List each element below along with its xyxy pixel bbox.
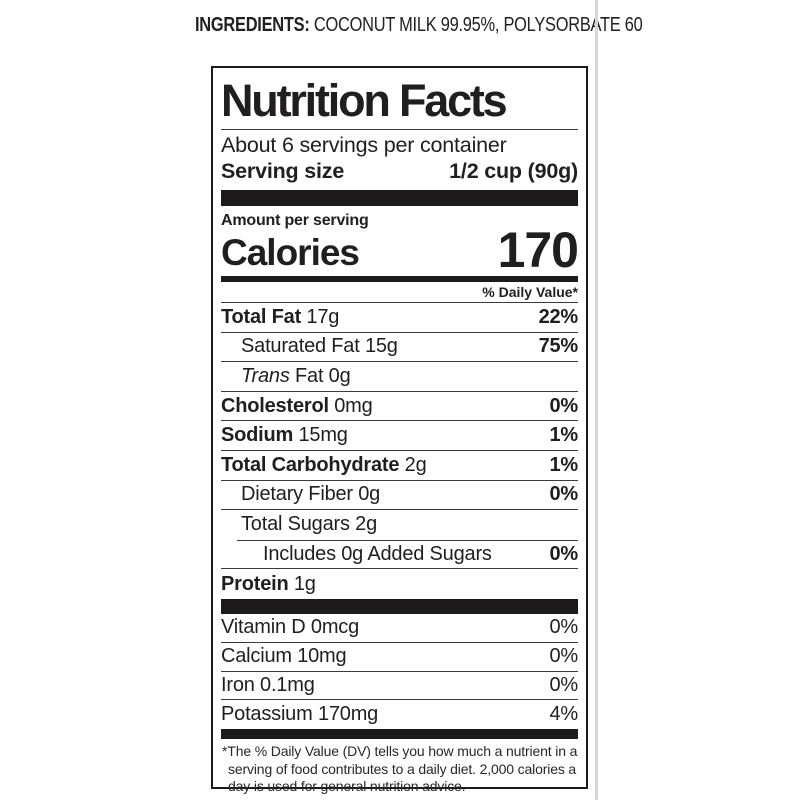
calories-label: Calories xyxy=(221,232,360,273)
serving-size-row: Serving size 1/2 cup (90g) xyxy=(221,158,578,184)
amount-per-serving-label: Amount per serving xyxy=(221,212,369,229)
nutrient-name: Saturated Fat xyxy=(241,335,360,358)
vitamin-amount: 0mcg xyxy=(310,616,359,639)
page-divider-line xyxy=(595,0,598,800)
nutrient-amount: 1g xyxy=(293,572,316,595)
vitamin-dv: 4% xyxy=(549,703,578,726)
vitamin-amount: 170mg xyxy=(317,703,379,726)
calories-row: Calories 170 xyxy=(221,222,579,278)
ingredients-label: INGREDIENTS: xyxy=(195,14,310,36)
nutrient-dv: 22% xyxy=(538,305,579,328)
nutrient-amount: 0g xyxy=(358,483,381,506)
nutrient-row-total-fat: Total Fat 17g 22% xyxy=(221,303,578,333)
nutrient-dv: 1% xyxy=(549,424,578,447)
nutrition-facts-panel: Nutrition Facts About 6 servings per con… xyxy=(211,66,588,794)
nutrient-row-sodium: Sodium 15mg 1% xyxy=(221,421,578,451)
vitamin-amount: 10mg xyxy=(297,645,347,668)
medium-separator-bar xyxy=(221,729,578,740)
nutrient-name: Cholesterol xyxy=(221,394,329,417)
nutrient-amount: 15g xyxy=(364,335,398,358)
vitamin-dv: 0% xyxy=(549,616,578,639)
nutrient-name: Fat xyxy=(295,364,324,387)
nutrient-name: Includes 0g Added Sugars xyxy=(263,542,492,565)
vitamin-amount: 0.1mg xyxy=(260,673,315,696)
vitamin-name: Potassium xyxy=(221,703,313,726)
thick-separator-bar xyxy=(221,598,578,614)
vitamin-row-iron: Iron 0.1mg 0% xyxy=(221,672,578,701)
vitamin-name: Iron xyxy=(221,673,255,696)
calories-value: 170 xyxy=(497,222,579,278)
servings-per-container: About 6 servings per container xyxy=(221,133,507,157)
nutrient-amount: 0mg xyxy=(334,394,373,417)
nutrient-row-cholesterol: Cholesterol 0mg 0% xyxy=(221,392,578,422)
nutrient-amount: 2g xyxy=(355,513,377,536)
vitamin-dv: 0% xyxy=(549,673,578,696)
vitamin-name: Calcium xyxy=(221,645,292,668)
nutrient-name-italic: Trans xyxy=(241,364,290,387)
nutrient-dv: 75% xyxy=(538,335,579,358)
nutrient-dv: 0% xyxy=(549,394,578,417)
nutrient-amount: 15mg xyxy=(298,424,348,447)
serving-size-label: Serving size xyxy=(221,159,345,183)
vitamin-row-potassium: Potassium 170mg 4% xyxy=(221,700,578,729)
nutrient-dv: 0% xyxy=(549,483,578,506)
nutrient-row-trans-fat: Trans Fat 0g xyxy=(221,362,578,392)
thick-separator-bar xyxy=(221,190,578,206)
nutrient-row-total-carbohydrate: Total Carbohydrate 2g 1% xyxy=(221,451,578,481)
nutrient-row-total-sugars: Total Sugars 2g xyxy=(221,510,578,540)
serving-size-value: 1/2 cup (90g) xyxy=(449,159,578,183)
nutrient-name: Sodium xyxy=(221,424,294,447)
nutrient-row-added-sugars: Includes 0g Added Sugars 0% xyxy=(221,539,578,570)
ingredients-line: INGREDIENTS: COCONUT MILK 99.95%, POLYSO… xyxy=(195,14,643,37)
daily-value-header: % Daily Value* xyxy=(221,282,578,303)
nutrient-row-protein: Protein 1g xyxy=(221,569,578,599)
nutrient-name: Total Fat xyxy=(221,305,302,328)
nutrient-dv: 0% xyxy=(549,542,578,565)
vitamin-name: Vitamin D xyxy=(221,616,306,639)
nutrient-row-saturated-fat: Saturated Fat 15g 75% xyxy=(221,333,578,363)
nutrient-amount: 0g xyxy=(328,364,351,387)
nutrient-name: Total Sugars xyxy=(241,513,350,536)
panel-title: Nutrition Facts xyxy=(221,76,578,130)
nutrient-name: Protein xyxy=(221,572,289,595)
nutrient-name: Total Carbohydrate xyxy=(221,453,400,476)
vitamin-row-calcium: Calcium 10mg 0% xyxy=(221,643,578,672)
daily-value-footnote: *The % Daily Value (DV) tells you how mu… xyxy=(222,743,578,795)
nutrient-amount: 17g xyxy=(306,305,340,328)
nutrient-row-dietary-fiber: Dietary Fiber 0g 0% xyxy=(221,481,578,511)
medium-separator-bar xyxy=(221,276,578,282)
vitamin-dv: 0% xyxy=(549,645,578,668)
ingredients-value: COCONUT MILK 99.95%, POLYSORBATE 60 xyxy=(309,14,643,36)
vitamin-row-vitamin-d: Vitamin D 0mcg 0% xyxy=(221,614,578,643)
nutrient-name: Dietary Fiber xyxy=(241,483,353,506)
nutrient-amount: 2g xyxy=(404,453,427,476)
nutrient-dv: 1% xyxy=(549,453,578,476)
